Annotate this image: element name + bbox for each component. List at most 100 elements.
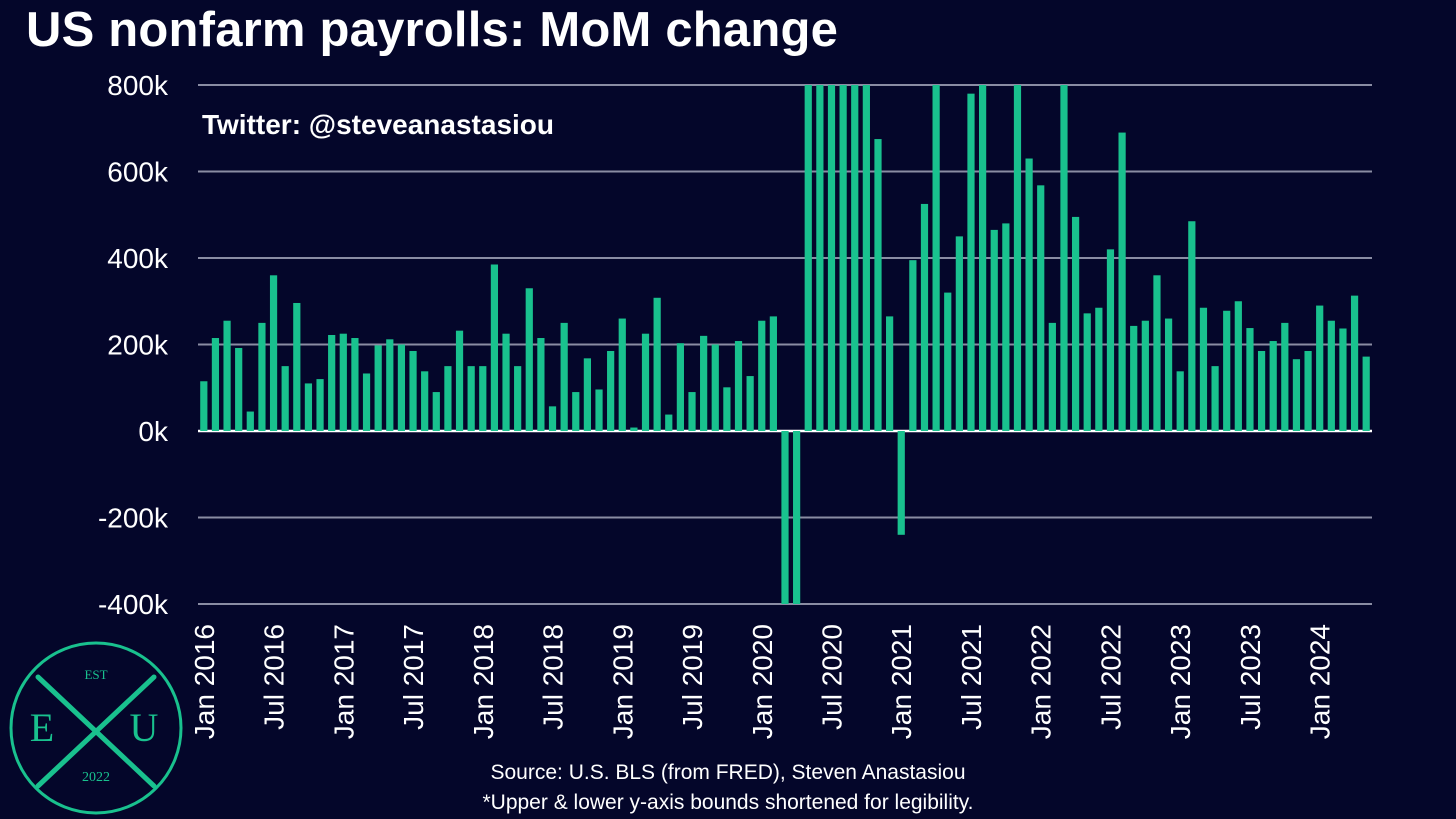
logo-est-text: EST: [84, 667, 107, 682]
bar: [607, 350, 615, 431]
bar: [967, 93, 975, 432]
x-tick-label: Jul 2018: [538, 624, 569, 730]
bar: [874, 139, 882, 431]
bar: [1048, 322, 1056, 432]
y-tick-label: 400k: [107, 243, 169, 274]
bar: [1350, 295, 1359, 431]
bar: [339, 333, 347, 431]
bar: [979, 85, 987, 431]
bar: [409, 350, 417, 431]
bar: [548, 406, 557, 431]
bar: [816, 85, 824, 431]
bar: [1176, 371, 1184, 431]
bar: [537, 338, 545, 431]
bar: [293, 302, 301, 431]
bar: [1071, 216, 1080, 431]
logo-e-letter: E: [30, 705, 54, 750]
bar: [583, 358, 591, 431]
bar: [1316, 305, 1324, 431]
bar: [955, 236, 963, 432]
x-tick-label: Jan 2022: [1026, 624, 1057, 739]
bar: [1164, 318, 1173, 431]
x-tick-label: Jul 2019: [677, 624, 708, 730]
bar: [1141, 320, 1149, 431]
bar: [1106, 249, 1115, 431]
y-tick-label: -200k: [98, 503, 169, 534]
bar: [316, 379, 324, 431]
bar: [1339, 328, 1347, 431]
bar: [1037, 185, 1045, 431]
bar: [990, 229, 998, 431]
bar: [200, 381, 208, 431]
bar: [1234, 301, 1242, 431]
y-tick-label: 200k: [107, 330, 169, 361]
y-tick-label: 800k: [107, 70, 169, 101]
bar: [223, 320, 231, 431]
bar: [432, 392, 440, 431]
bar: [1246, 328, 1254, 431]
bar: [676, 343, 684, 431]
logo-year-text: 2022: [82, 770, 110, 785]
bar: [374, 345, 382, 431]
bar: [851, 85, 859, 431]
bar: [944, 292, 952, 431]
bar: [1292, 359, 1301, 431]
bar: [397, 344, 406, 431]
bar: [897, 431, 905, 535]
bar: [630, 427, 638, 431]
exu-logo: EST E U 2022: [9, 641, 183, 815]
bar: [769, 316, 777, 431]
bar: [1281, 322, 1289, 432]
x-tick-label: Jan 2020: [747, 624, 778, 739]
bar: [467, 366, 475, 432]
bar: [909, 260, 917, 431]
bar: [362, 373, 371, 431]
bar: [618, 318, 626, 431]
bar: [827, 85, 836, 431]
bar: [1188, 221, 1196, 431]
bar: [641, 333, 650, 431]
footnote-text: *Upper & lower y-axis bounds shortened f…: [482, 791, 974, 814]
bar: [304, 383, 313, 431]
x-tick-label: Jul 2017: [398, 624, 429, 730]
bar: [351, 338, 359, 431]
x-tick-label: Jan 2021: [886, 624, 917, 739]
bar: [560, 322, 568, 432]
chart-title: US nonfarm payrolls: MoM change: [26, 3, 839, 57]
bar: [1060, 85, 1068, 431]
bar: [211, 338, 220, 431]
bar: [839, 85, 847, 431]
bar: [479, 366, 487, 432]
source-text: Source: U.S. BLS (from FRED), Steven Ana…: [490, 761, 966, 784]
x-tick-label: Jan 2023: [1165, 624, 1196, 739]
bar: [1199, 307, 1208, 431]
logo-u-letter: U: [130, 705, 159, 750]
bar: [862, 85, 870, 431]
bar: [502, 333, 510, 431]
bar: [688, 392, 696, 431]
bar: [734, 341, 743, 431]
bar: [246, 411, 254, 431]
bar: [490, 264, 499, 431]
bar: [595, 389, 603, 431]
x-tick-label: Jan 2019: [607, 624, 638, 739]
bar: [1153, 275, 1161, 431]
y-tick-label: 600k: [107, 157, 169, 188]
bar: [920, 203, 929, 431]
bar: [1257, 350, 1266, 431]
bars: [200, 85, 1370, 604]
bar: [444, 366, 452, 432]
bar: [653, 297, 661, 431]
bar: [572, 392, 580, 431]
bar: [514, 366, 522, 432]
x-tick-label: Jul 2020: [817, 624, 848, 730]
bar: [932, 85, 940, 431]
bar: [1223, 310, 1231, 431]
bar: [1327, 320, 1335, 431]
bar: [758, 320, 766, 431]
bar: [525, 288, 533, 431]
bar: [1013, 85, 1022, 431]
x-tick-label: Jul 2016: [259, 624, 290, 730]
x-tick-label: Jul 2021: [956, 624, 987, 730]
